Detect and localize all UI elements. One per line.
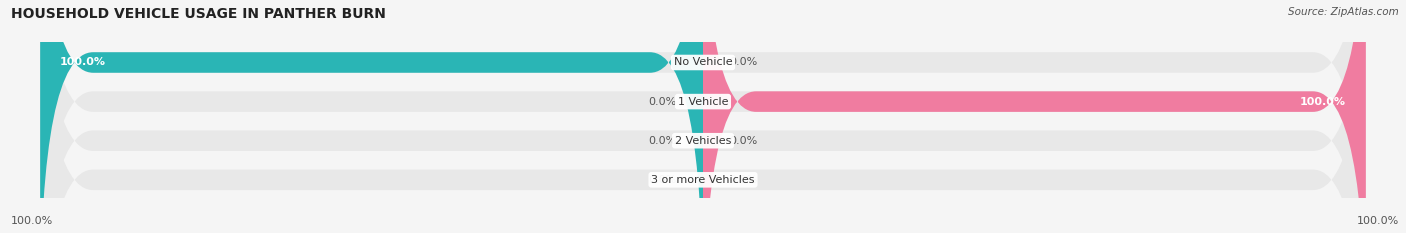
Text: 100.0%: 100.0% bbox=[11, 216, 53, 226]
Text: No Vehicle: No Vehicle bbox=[673, 58, 733, 68]
FancyBboxPatch shape bbox=[41, 0, 1365, 233]
FancyBboxPatch shape bbox=[41, 0, 703, 233]
FancyBboxPatch shape bbox=[41, 0, 1365, 233]
Text: 100.0%: 100.0% bbox=[60, 58, 105, 68]
Text: 0.0%: 0.0% bbox=[730, 175, 758, 185]
Text: 0.0%: 0.0% bbox=[648, 136, 676, 146]
FancyBboxPatch shape bbox=[41, 0, 1365, 233]
FancyBboxPatch shape bbox=[703, 0, 1365, 233]
Text: 0.0%: 0.0% bbox=[648, 97, 676, 107]
Text: 2 Vehicles: 2 Vehicles bbox=[675, 136, 731, 146]
Text: 100.0%: 100.0% bbox=[1301, 97, 1346, 107]
Text: 0.0%: 0.0% bbox=[648, 175, 676, 185]
Text: 1 Vehicle: 1 Vehicle bbox=[678, 97, 728, 107]
Text: 3 or more Vehicles: 3 or more Vehicles bbox=[651, 175, 755, 185]
Text: 100.0%: 100.0% bbox=[1357, 216, 1399, 226]
Text: 0.0%: 0.0% bbox=[730, 58, 758, 68]
Text: Source: ZipAtlas.com: Source: ZipAtlas.com bbox=[1288, 7, 1399, 17]
Text: 0.0%: 0.0% bbox=[730, 136, 758, 146]
FancyBboxPatch shape bbox=[41, 0, 1365, 233]
Text: HOUSEHOLD VEHICLE USAGE IN PANTHER BURN: HOUSEHOLD VEHICLE USAGE IN PANTHER BURN bbox=[11, 7, 387, 21]
